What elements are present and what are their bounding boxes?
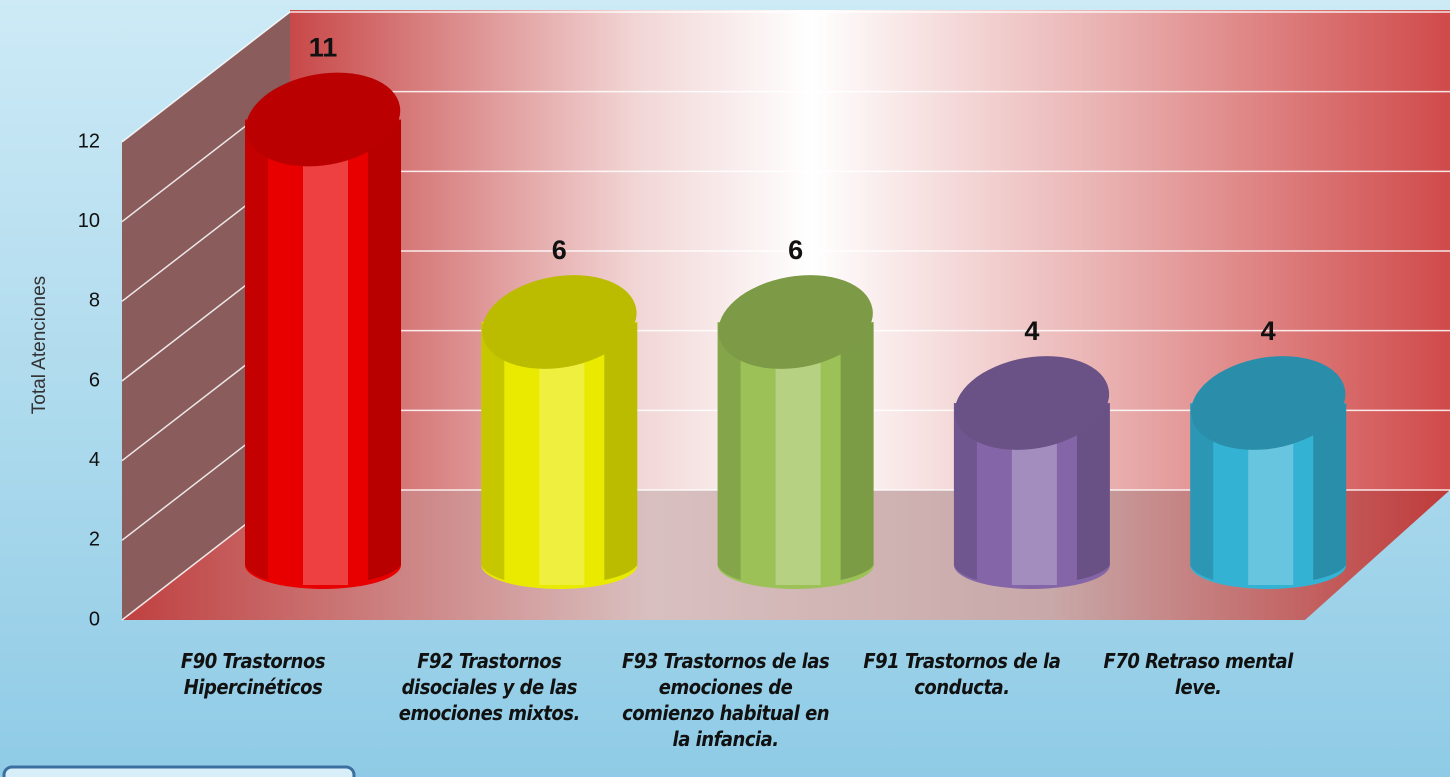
y-tick-label: 0 xyxy=(89,608,100,630)
bar-top xyxy=(1190,356,1346,450)
y-tick-label: 2 xyxy=(89,529,100,551)
y-tick-label: 4 xyxy=(89,449,100,471)
bar-dark-left xyxy=(481,322,505,580)
bar-dark-left xyxy=(717,322,741,580)
bar-dark xyxy=(840,322,874,580)
bar xyxy=(481,322,638,589)
y-tick-label: 10 xyxy=(78,210,100,232)
bar-dark-left xyxy=(245,119,268,580)
value-label: 4 xyxy=(1024,316,1039,346)
bar-highlight xyxy=(1011,423,1057,585)
y-tick-label: 6 xyxy=(89,369,100,391)
bar-highlight xyxy=(539,342,585,585)
x-tick-label: F92 Trastornos disociales y de las emoci… xyxy=(398,649,581,725)
value-label: 4 xyxy=(1261,316,1276,346)
x-tick-label: F93 Trastornos de las emociones de comie… xyxy=(621,649,830,751)
bar-dark-left xyxy=(953,403,977,580)
bar xyxy=(245,119,401,589)
bar-dark xyxy=(1313,403,1347,580)
grid-line xyxy=(121,11,1450,143)
y-tick-label: 8 xyxy=(89,290,100,312)
y-tick-label: 12 xyxy=(78,130,100,152)
x-tick-label: F90 Trastornos Hipercinéticos xyxy=(180,649,326,699)
bar xyxy=(1190,403,1347,589)
bar-highlight xyxy=(1248,423,1294,585)
value-label: 6 xyxy=(788,235,803,265)
bar-highlight xyxy=(775,342,821,585)
bar xyxy=(717,322,874,589)
footer-box xyxy=(2,765,356,777)
value-label: 6 xyxy=(552,235,567,265)
bar-dark-left xyxy=(1190,403,1214,580)
bar-dark xyxy=(1076,403,1110,580)
x-tick-label: F70 Retraso mental leve. xyxy=(1103,649,1294,699)
bar-top xyxy=(718,275,873,369)
bar xyxy=(953,403,1110,589)
value-label: 11 xyxy=(309,33,338,63)
bar-highlight xyxy=(303,139,348,585)
bar-top xyxy=(482,275,637,369)
bar-top xyxy=(245,72,401,167)
y-axis-label: Total Atenciones xyxy=(29,276,50,414)
bar-dark xyxy=(368,119,401,580)
bar-top xyxy=(954,356,1110,450)
bar-dark xyxy=(604,322,638,580)
x-tick-label: F91 Trastornos de la conducta. xyxy=(863,649,1061,699)
